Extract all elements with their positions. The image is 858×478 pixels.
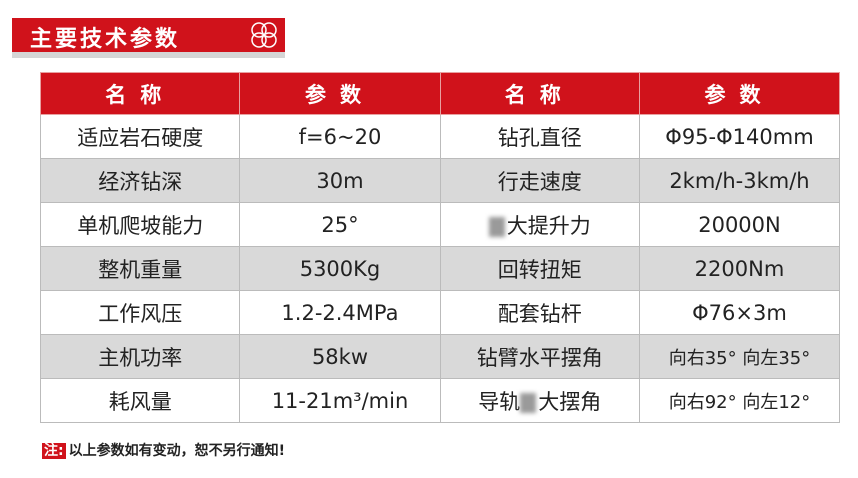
name-text: 大提升力 [506,213,591,238]
param-name: 适应岩石硬度 [39,114,241,159]
param-value: 向右92° 向左12° [638,378,841,423]
param-name: 行走速度 [439,158,640,203]
param-value: 11-21m³/min [239,378,441,423]
flower-icon [251,22,277,48]
param-name: 钻臂水平摆角 [439,334,640,379]
param-value: 5300Kg [239,246,441,291]
name-text: 大摆角 [538,389,602,414]
spec-table: 名称 参数 名称 参数 适应岩石硬度 f=6~20 钻孔直径 Φ95-Φ140mm 经济… [39,72,841,423]
param-name: 主机功率 [39,334,241,379]
table-row: 耗风量 11-21m³/min 导轨 大摆角 向右92° 向左12° [39,378,841,423]
param-value: 58kw [239,334,441,379]
param-value: Φ95-Φ140mm [638,114,841,159]
param-name: 单机爬坡能力 [39,202,241,247]
table-row: 工作风压 1.2-2.4MPa 配套钻杆 Φ76×3m [39,290,841,335]
header-value: 参数 [638,72,841,115]
header-name: 名称 [39,72,241,115]
param-value: 向右35° 向左35° [638,334,841,379]
section-title: 主要技术参数 [30,27,181,52]
table-row: 整机重量 5300Kg 回转扭矩 2200Nm [39,246,841,291]
param-name: 耗风量 [39,378,241,423]
param-name: 工作风压 [39,290,241,335]
param-name: 配套钻杆 [439,290,640,335]
param-value: 1.2-2.4MPa [239,290,441,335]
note-tag: 注: [42,443,66,459]
header-value: 参数 [239,72,441,115]
header-name: 名称 [439,72,640,115]
param-value: 2200Nm [638,246,841,291]
table-row: 适应岩石硬度 f=6~20 钻孔直径 Φ95-Φ140mm [39,114,841,159]
param-name: 整机重量 [39,246,241,291]
table-row: 单机爬坡能力 25° 大提升力 20000N [39,202,841,247]
param-value: Φ76×3m [638,290,841,335]
blurred-char [520,392,537,413]
footnote: 注: 以上参数如有变动，恕不另行通知! [42,440,285,460]
param-value: 2km/h-3km/h [638,158,841,203]
param-name: 导轨 大摆角 [439,378,640,423]
param-value: 25° [239,202,441,247]
table-row: 经济钻深 30m 行走速度 2km/h-3km/h [39,158,841,203]
blurred-char [488,216,505,237]
name-prefix: 导轨 [478,389,521,414]
param-name: 钻孔直径 [439,114,640,159]
param-value: 30m [239,158,441,203]
param-value: 20000N [638,202,841,247]
note-text: 以上参数如有变动，恕不另行通知! [68,443,285,459]
table-row: 主机功率 58kw 钻臂水平摆角 向右35° 向左35° [39,334,841,379]
param-name: 大提升力 [439,202,640,247]
param-value: f=6~20 [239,114,441,159]
param-name: 回转扭矩 [439,246,640,291]
section-title-bar: 主要技术参数 [12,18,285,52]
param-name: 经济钻深 [39,158,241,203]
table-header: 名称 参数 名称 参数 [39,72,841,115]
